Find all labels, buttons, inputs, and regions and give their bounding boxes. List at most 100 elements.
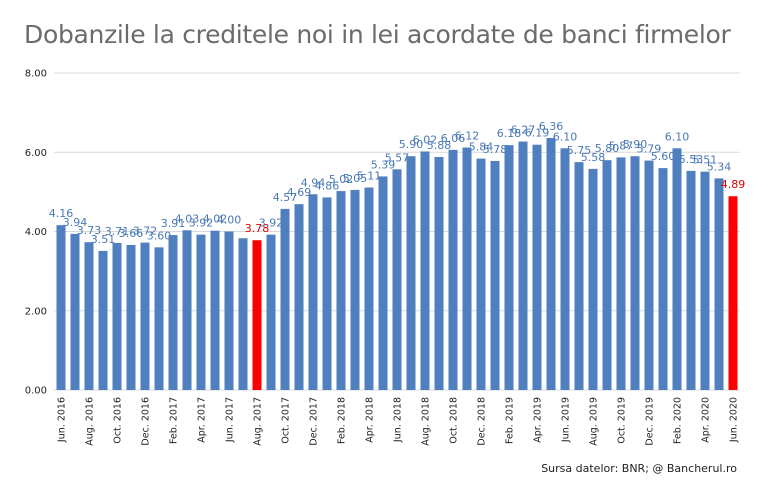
x-tick-label: Oct. 2016 — [113, 397, 124, 444]
data-label: 4.02 — [203, 213, 228, 226]
x-tick-label: Jun. 2017 — [225, 397, 236, 443]
bar — [336, 191, 346, 390]
data-label: 5.34 — [707, 160, 732, 173]
y-tick-label: 0.00 — [25, 386, 47, 397]
data-label: 5.90 — [399, 138, 424, 151]
x-tick-label: Dec. 2019 — [645, 397, 656, 446]
bar — [644, 160, 654, 390]
x-tick-label: Dec. 2017 — [309, 397, 320, 446]
data-label: 5.60 — [651, 150, 676, 163]
bar — [196, 234, 206, 390]
chart-title: Dobanzile la creditele noi in lei acorda… — [24, 20, 731, 49]
bar — [560, 148, 570, 390]
bar — [406, 156, 416, 390]
bar — [112, 242, 122, 390]
data-label: 3.92 — [189, 217, 214, 230]
data-label: 6.06 — [441, 132, 466, 145]
bar — [658, 168, 668, 390]
data-label: 5.57 — [385, 151, 410, 164]
data-label: 3.94 — [63, 216, 88, 229]
x-tick-label: Feb. 2017 — [169, 397, 180, 444]
bar — [280, 208, 290, 390]
bar — [308, 194, 318, 390]
data-label: 4.16 — [49, 207, 74, 220]
data-label: 5.53 — [679, 153, 704, 166]
data-label: 4.00 — [217, 214, 242, 227]
bar — [126, 244, 136, 390]
data-label: 5.75 — [567, 144, 592, 157]
x-tick-label: Jun. 2018 — [393, 397, 404, 443]
bar — [728, 196, 738, 390]
bar — [238, 238, 248, 390]
data-label: 6.27 — [511, 124, 536, 137]
data-label: 5.80 — [595, 142, 620, 155]
bar — [630, 156, 640, 390]
bar — [210, 230, 220, 390]
bar — [266, 234, 276, 390]
data-label: 6.10 — [553, 130, 578, 143]
bar — [546, 137, 556, 390]
x-tick-label: Feb. 2019 — [505, 397, 516, 444]
source-note: Sursa datelor: BNR; @ Bancherul.ro — [541, 462, 737, 475]
bar — [686, 170, 696, 390]
bar — [252, 240, 262, 390]
x-tick-label: Oct. 2019 — [617, 397, 628, 444]
bar — [364, 187, 374, 390]
x-tick-label: Dec. 2018 — [477, 397, 488, 446]
bar — [154, 247, 164, 390]
data-label: 5.51 — [693, 154, 718, 167]
bar — [168, 235, 178, 390]
y-tick-label: 4.00 — [25, 227, 47, 238]
data-label: 3.51 — [91, 233, 116, 246]
bar — [434, 157, 444, 390]
bar — [490, 160, 500, 390]
x-tick-label: Apr. 2018 — [365, 397, 376, 443]
data-label: 5.79 — [637, 143, 662, 156]
data-label: 3.92 — [259, 217, 284, 230]
data-label: 3.71 — [105, 225, 130, 238]
x-tick-label: Jun. 2020 — [729, 397, 740, 443]
y-tick-label: 2.00 — [25, 306, 47, 317]
x-tick-label: Aug. 2016 — [85, 397, 96, 446]
bar — [518, 141, 528, 390]
bar — [420, 151, 430, 390]
x-tick-label: Feb. 2018 — [337, 397, 348, 444]
data-label: 5.88 — [427, 139, 452, 152]
y-tick-label: 8.00 — [25, 69, 47, 80]
data-label: 6.02 — [413, 133, 438, 146]
data-label: 6.36 — [539, 120, 564, 133]
bar — [574, 162, 584, 390]
data-label: 5.84 — [469, 141, 494, 154]
bar — [462, 147, 472, 390]
bar — [532, 144, 542, 390]
bar — [672, 148, 682, 390]
data-label: 3.73 — [77, 224, 102, 237]
data-label: 6.12 — [455, 129, 480, 142]
data-label: 4.69 — [287, 186, 312, 199]
bar — [378, 176, 388, 390]
x-tick-label: Apr. 2020 — [701, 397, 712, 443]
x-tick-label: Aug. 2018 — [421, 397, 432, 446]
bar — [182, 230, 192, 390]
data-label: 3.91 — [161, 217, 186, 230]
bar — [392, 169, 402, 390]
x-tick-label: Aug. 2017 — [253, 397, 264, 446]
data-label: 4.86 — [315, 179, 340, 192]
data-label: 5.58 — [581, 151, 606, 164]
bar — [98, 250, 108, 390]
data-label: 3.60 — [147, 229, 172, 242]
data-label: 3.72 — [133, 225, 158, 238]
data-label: 4.03 — [175, 212, 200, 225]
bar — [294, 204, 304, 390]
x-tick-label: Apr. 2019 — [533, 397, 544, 443]
bar — [616, 157, 626, 390]
bar — [84, 242, 94, 390]
bar — [602, 160, 612, 390]
bar — [70, 233, 80, 390]
bar — [56, 225, 66, 390]
data-label: 6.10 — [665, 130, 690, 143]
data-label: 5.78 — [483, 143, 508, 156]
y-tick-label: 6.00 — [25, 148, 47, 159]
x-tick-label: Oct. 2017 — [281, 397, 292, 444]
